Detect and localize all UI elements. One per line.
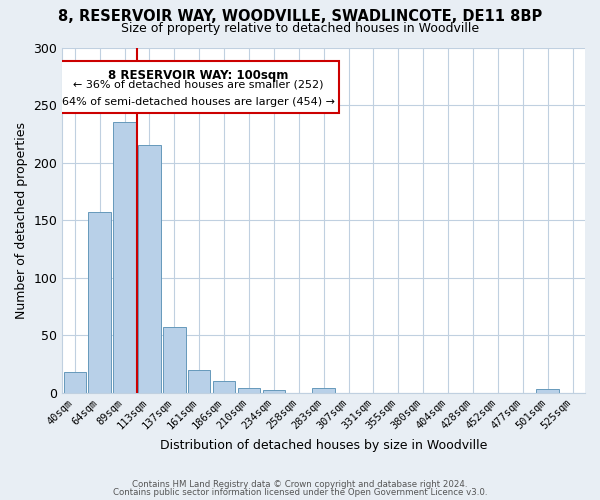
Bar: [263, 390, 285, 392]
Bar: [313, 388, 335, 392]
Text: Contains public sector information licensed under the Open Government Licence v3: Contains public sector information licen…: [113, 488, 487, 497]
Bar: [213, 381, 235, 392]
Bar: [536, 390, 559, 392]
Bar: [113, 122, 136, 392]
Bar: [88, 212, 111, 392]
Text: 8 RESERVOIR WAY: 100sqm: 8 RESERVOIR WAY: 100sqm: [108, 69, 289, 82]
Bar: [238, 388, 260, 392]
Bar: [64, 372, 86, 392]
Text: Contains HM Land Registry data © Crown copyright and database right 2024.: Contains HM Land Registry data © Crown c…: [132, 480, 468, 489]
Y-axis label: Number of detached properties: Number of detached properties: [15, 122, 28, 318]
Bar: [138, 146, 161, 392]
Text: ← 36% of detached houses are smaller (252): ← 36% of detached houses are smaller (25…: [73, 80, 323, 90]
Text: Size of property relative to detached houses in Woodville: Size of property relative to detached ho…: [121, 22, 479, 35]
X-axis label: Distribution of detached houses by size in Woodville: Distribution of detached houses by size …: [160, 440, 487, 452]
Bar: [163, 327, 185, 392]
Text: 64% of semi-detached houses are larger (454) →: 64% of semi-detached houses are larger (…: [62, 96, 335, 106]
Text: 8, RESERVOIR WAY, WOODVILLE, SWADLINCOTE, DE11 8BP: 8, RESERVOIR WAY, WOODVILLE, SWADLINCOTE…: [58, 9, 542, 24]
FancyBboxPatch shape: [57, 62, 340, 113]
Bar: [188, 370, 211, 392]
